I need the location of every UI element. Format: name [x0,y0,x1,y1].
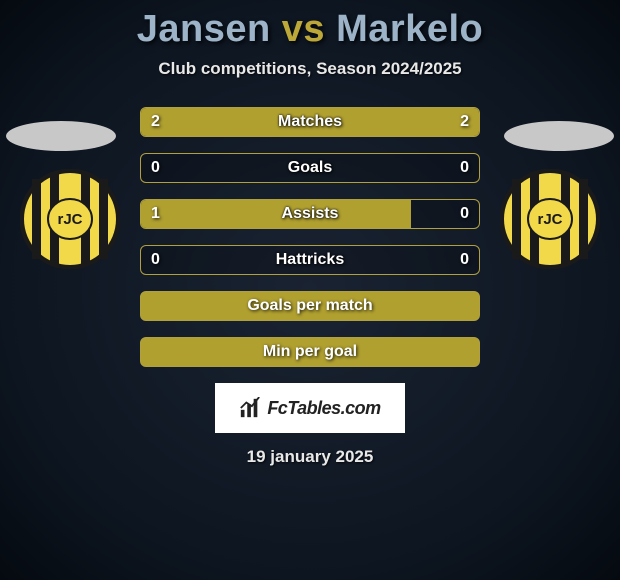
stat-row: 0 0Goals [140,153,480,183]
club-badge-icon: rJC [500,169,600,269]
date-text: 19 january 2025 [0,447,620,467]
summary-row: Goals per match [140,291,480,321]
bar-fill-left [141,200,411,228]
stat-row: 0 0Hattricks [140,245,480,275]
stat-value-left: 2 [141,108,170,136]
stat-value-right: 2 [450,108,479,136]
player2-club-badge: rJC [500,169,600,269]
comparison-panel: rJC rJC 22Matches00Goals10Assists00Hattr… [0,107,620,367]
player2-silhouette [504,121,614,151]
watermark-text: FcTables.com [267,398,380,419]
player1-silhouette [6,121,116,151]
comparison-title: Jansen vs Markelo [0,0,620,51]
stat-value-left: 0 [141,246,170,274]
club-badge-icon: rJC [20,169,120,269]
stat-value-left: 1 [141,200,170,228]
vs-text: vs [282,8,325,50]
summary-row: Min per goal [140,337,480,367]
stat-value-right: 0 [450,200,479,228]
stat-value-right: 0 [450,154,479,182]
svg-text:rJC: rJC [57,211,82,228]
subtitle: Club competitions, Season 2024/2025 [0,59,620,79]
stat-value-left: 0 [141,154,170,182]
stat-row: 10Assists [140,199,480,229]
stat-label: Goals [141,154,479,182]
chart-icon [239,397,261,419]
svg-text:rJC: rJC [537,211,562,228]
player1-club-badge: rJC [20,169,120,269]
player2-name: Markelo [336,8,483,50]
stat-value-right: 0 [450,246,479,274]
player1-name: Jansen [137,8,271,50]
stat-rows: 22Matches00Goals10Assists00HattricksGoal… [140,107,480,367]
stat-row: 22Matches [140,107,480,137]
watermark: FcTables.com [215,383,405,433]
stat-label: Hattricks [141,246,479,274]
